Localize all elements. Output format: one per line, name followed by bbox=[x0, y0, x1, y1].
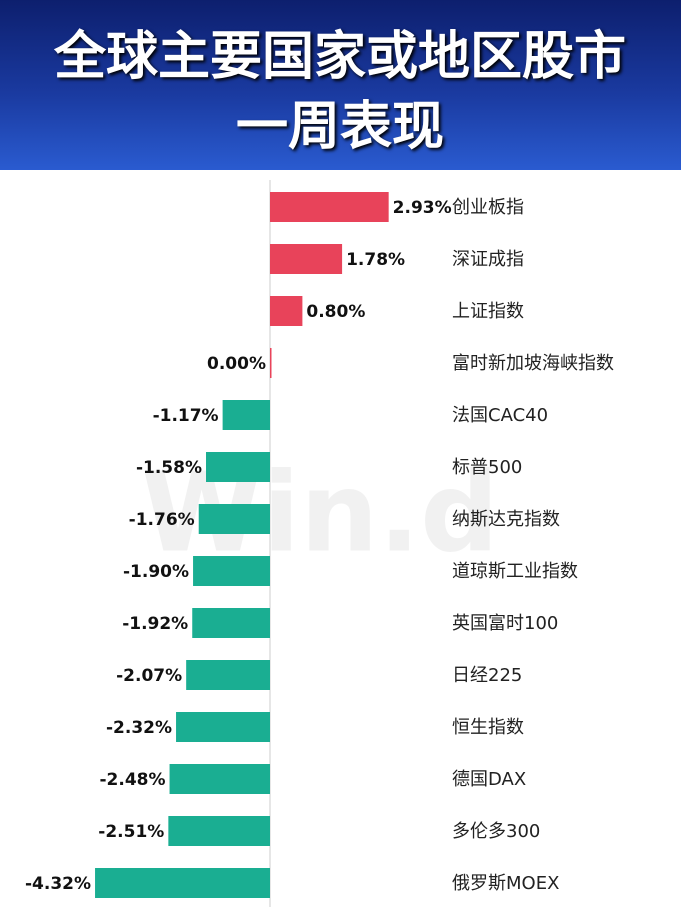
header-banner bbox=[0, 0, 681, 170]
value-label: 0.80% bbox=[306, 302, 365, 322]
category-label: 纳斯达克指数 bbox=[452, 509, 560, 530]
value-label: -2.51% bbox=[98, 822, 164, 842]
bar bbox=[198, 504, 270, 534]
category-label: 道琼斯工业指数 bbox=[452, 561, 578, 582]
category-label: 创业板指 bbox=[452, 197, 524, 218]
category-label: 恒生指数 bbox=[452, 717, 524, 738]
bar bbox=[186, 660, 270, 690]
value-label: -1.90% bbox=[123, 562, 189, 582]
bar bbox=[176, 712, 270, 742]
bar bbox=[206, 452, 270, 482]
value-label: 0.00% bbox=[207, 354, 266, 374]
value-label: 2.93% bbox=[393, 198, 452, 218]
value-label: 1.78% bbox=[346, 250, 405, 270]
bar bbox=[222, 400, 270, 430]
value-label: -2.48% bbox=[100, 770, 166, 790]
value-label: -4.32% bbox=[25, 874, 91, 894]
value-label: -1.17% bbox=[153, 406, 219, 426]
category-label: 日经225 bbox=[452, 665, 522, 686]
value-label: -1.76% bbox=[129, 510, 195, 530]
value-label: -1.58% bbox=[136, 458, 202, 478]
bar bbox=[168, 816, 270, 846]
category-label: 法国CAC40 bbox=[452, 405, 548, 426]
chart-title: 全球主要国家或地区股市一周表现 bbox=[53, 27, 626, 157]
bar bbox=[169, 764, 270, 794]
category-label: 标普500 bbox=[452, 457, 522, 478]
value-label: -1.92% bbox=[122, 614, 188, 634]
category-label: 深证成指 bbox=[452, 249, 524, 270]
bar bbox=[270, 244, 343, 274]
category-label: 富时新加坡海峡指数 bbox=[452, 353, 614, 374]
category-label: 上证指数 bbox=[452, 301, 524, 322]
bar bbox=[193, 556, 270, 586]
bar bbox=[270, 348, 272, 378]
bar bbox=[95, 868, 270, 898]
value-label: -2.32% bbox=[106, 718, 172, 738]
category-label: 多伦多300 bbox=[452, 821, 540, 842]
category-label: 俄罗斯MOEX bbox=[452, 873, 559, 894]
bar bbox=[192, 608, 270, 638]
bar bbox=[270, 296, 303, 326]
category-label: 德国DAX bbox=[452, 769, 526, 790]
value-label: -2.07% bbox=[116, 666, 182, 686]
bar bbox=[270, 192, 389, 222]
category-label: 英国富时100 bbox=[452, 613, 558, 634]
